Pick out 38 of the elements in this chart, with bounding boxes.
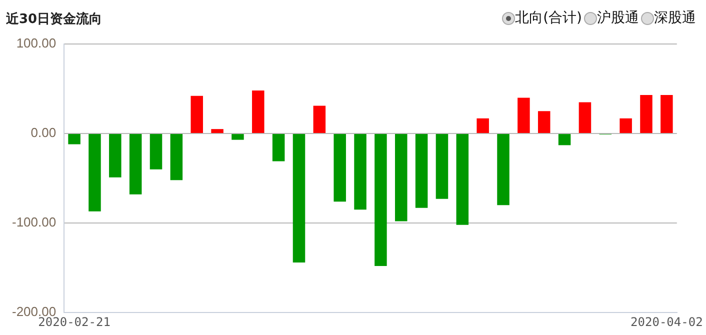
bar <box>334 134 346 202</box>
chart-title: 近30日资金流向 <box>6 10 102 28</box>
bar <box>252 90 264 134</box>
bar <box>578 102 592 134</box>
bar <box>640 95 652 134</box>
text: 深股通 <box>654 9 696 27</box>
bar <box>232 134 244 140</box>
bar <box>109 134 122 178</box>
bar <box>497 134 510 206</box>
x-tick-label: 2020-04-02 <box>630 314 703 329</box>
bar <box>374 134 387 266</box>
bar <box>415 134 428 208</box>
bar <box>456 134 469 225</box>
bar <box>211 129 224 134</box>
bar <box>170 134 183 180</box>
bar <box>518 98 530 134</box>
text: 北向(合计) <box>515 9 582 27</box>
bar <box>313 106 326 134</box>
bar <box>558 134 571 146</box>
bar <box>150 134 162 170</box>
text: 沪股通 <box>597 9 639 27</box>
bar <box>476 118 489 134</box>
bar <box>620 118 632 134</box>
bar <box>538 111 550 134</box>
bar <box>68 134 80 144</box>
y-tick-label: 0.00 <box>30 125 56 140</box>
bar <box>88 134 101 212</box>
bar <box>190 96 203 134</box>
bar <box>395 134 408 222</box>
bar <box>272 134 285 162</box>
y-tick-label: -100.00 <box>12 214 56 230</box>
x-tick-label: 2020-02-21 <box>38 314 110 329</box>
bar <box>354 134 366 210</box>
bar <box>436 134 448 199</box>
y-tick-label: 100.00 <box>16 36 56 51</box>
bar <box>292 134 306 262</box>
bar <box>660 95 673 134</box>
bar <box>129 134 142 194</box>
